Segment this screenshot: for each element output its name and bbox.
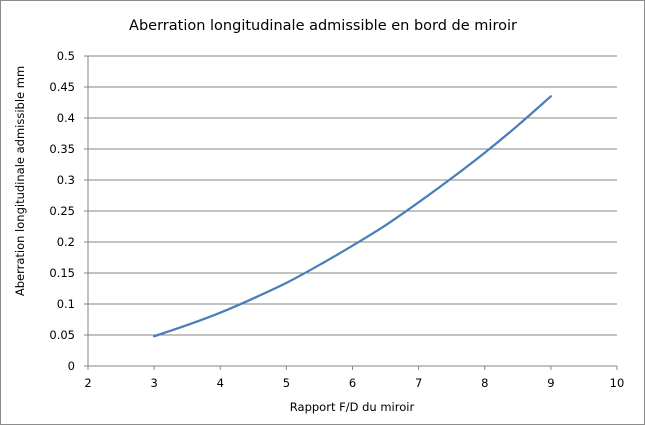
x-tick-label: 4 bbox=[217, 376, 224, 390]
tick-labels: 0 0.05 0.1 0.15 0.2 0.25 0.3 0.35 0.4 0.45 0.5 2 3 4 5… bbox=[49, 49, 624, 390]
x-tick-label: 10 bbox=[610, 376, 625, 390]
x-tick-label: 8 bbox=[481, 376, 488, 390]
x-tick-label: 9 bbox=[547, 376, 554, 390]
y-tick-label: 0.45 bbox=[49, 80, 75, 94]
chart-title: Aberration longitudinale admissible en b… bbox=[129, 18, 517, 34]
x-tick-label: 6 bbox=[349, 376, 356, 390]
x-tick-label: 5 bbox=[283, 376, 290, 390]
y-tick-label: 0.4 bbox=[57, 111, 75, 125]
axes bbox=[84, 55, 618, 370]
y-tick-label: 0.15 bbox=[49, 266, 75, 280]
y-tick-label: 0.25 bbox=[49, 204, 75, 218]
x-tick-label: 7 bbox=[415, 376, 422, 390]
y-axis-label: Aberration longitudinale admissible mm bbox=[13, 66, 27, 296]
gridlines bbox=[88, 55, 617, 336]
x-tick-label: 2 bbox=[84, 376, 91, 390]
series-line-1 bbox=[153, 95, 553, 338]
x-axis-label: Rapport F/D du miroir bbox=[290, 400, 415, 414]
x-tick-label: 3 bbox=[150, 376, 157, 390]
y-tick-label: 0.3 bbox=[57, 173, 75, 187]
y-tick-label: 0.1 bbox=[57, 297, 75, 311]
y-tick-label: 0 bbox=[68, 359, 75, 373]
y-tick-label: 0.2 bbox=[57, 235, 75, 249]
y-tick-label: 0.05 bbox=[49, 328, 75, 342]
series-lines bbox=[153, 95, 553, 338]
y-tick-label: 0.5 bbox=[57, 49, 75, 63]
y-tick-label: 0.35 bbox=[49, 142, 75, 156]
